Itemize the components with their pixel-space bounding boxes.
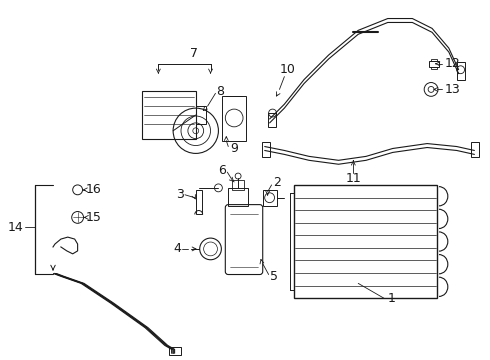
Text: 14: 14 [8,221,24,234]
Bar [169,347,181,355]
Bar [431,67,437,69]
Text: 7: 7 [190,48,198,60]
Text: 1: 1 [388,292,395,305]
Bar [431,59,437,61]
Text: 2: 2 [273,176,281,189]
Bar [196,190,202,215]
Bar [457,62,465,80]
Text: 3: 3 [176,188,184,201]
Text: 16: 16 [85,183,101,196]
Bar [263,190,276,206]
Bar [294,185,437,298]
Text: 10: 10 [279,63,295,76]
Text: 9: 9 [230,142,238,155]
Text: 4: 4 [173,242,181,255]
Bar [268,113,275,127]
Text: 15: 15 [85,211,101,224]
Text: 13: 13 [445,83,461,96]
Bar [142,91,196,139]
Bar [222,96,246,141]
Bar [232,180,244,190]
Bar [429,61,439,67]
Bar [228,188,248,206]
Text: 8: 8 [217,85,224,98]
Text: 6: 6 [219,164,226,177]
Text: 12: 12 [445,57,461,70]
Bar [471,141,479,157]
Bar [196,106,206,124]
Text: 11: 11 [345,171,361,185]
Bar [262,141,270,157]
Text: 5: 5 [270,270,278,283]
